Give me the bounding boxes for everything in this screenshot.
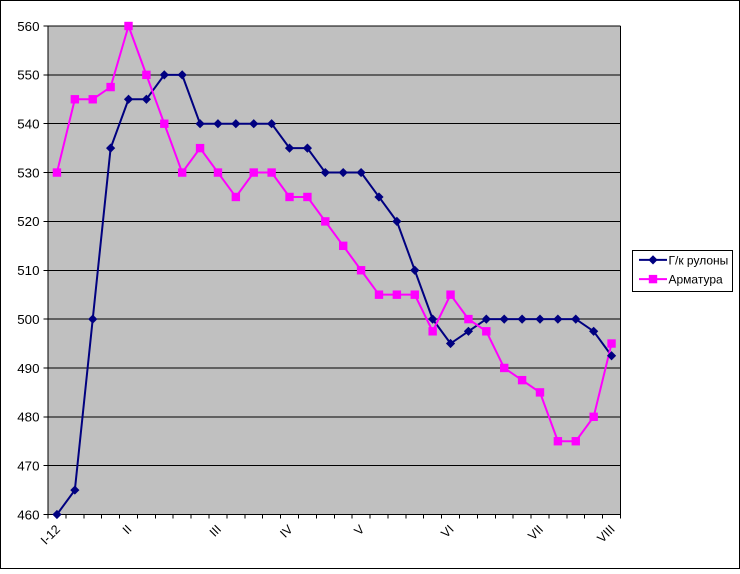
svg-text:520: 520 [17,214,39,229]
svg-text:470: 470 [17,458,39,473]
svg-text:Арматура: Арматура [669,272,724,286]
svg-text:480: 480 [17,410,39,425]
svg-text:500: 500 [17,312,39,327]
svg-text:510: 510 [17,263,39,278]
svg-text:550: 550 [17,68,39,83]
svg-text:560: 560 [17,19,39,34]
svg-text:530: 530 [17,165,39,180]
svg-text:490: 490 [17,361,39,376]
svg-text:540: 540 [17,117,39,132]
svg-text:Г/к рулоны: Г/к рулоны [669,253,729,267]
svg-text:460: 460 [17,507,39,522]
